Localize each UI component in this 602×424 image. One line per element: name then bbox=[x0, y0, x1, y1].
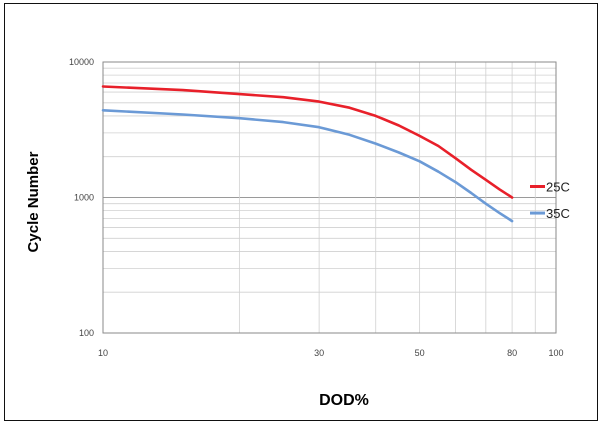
series-line-35c bbox=[101, 109, 514, 223]
y-tick-label: 1000 bbox=[74, 193, 94, 203]
legend-layer: 25C 35C bbox=[530, 180, 570, 221]
legend-label-35c: 35C bbox=[546, 206, 570, 221]
x-tick-label: 80 bbox=[507, 348, 517, 358]
axes-layer bbox=[102, 61, 557, 334]
plot-border bbox=[102, 61, 557, 334]
x-tick-label: 10 bbox=[98, 348, 108, 358]
x-tick-label: 50 bbox=[415, 348, 425, 358]
x-tick-label: 100 bbox=[548, 348, 563, 358]
x-axis-title: DOD% bbox=[319, 392, 369, 409]
y-tick-label: 100 bbox=[79, 328, 94, 338]
legend-label-25c: 25C bbox=[546, 180, 570, 195]
tick-label-layer: 10000 1000 100 10 30 50 80 100 bbox=[69, 57, 564, 358]
grid-layer bbox=[103, 62, 556, 333]
y-tick-label: 10000 bbox=[69, 57, 94, 67]
series-layer bbox=[101, 85, 514, 223]
x-tick-label: 30 bbox=[314, 348, 324, 358]
series-line-25c bbox=[101, 85, 514, 199]
y-axis-title: Cycle Number bbox=[25, 151, 42, 252]
